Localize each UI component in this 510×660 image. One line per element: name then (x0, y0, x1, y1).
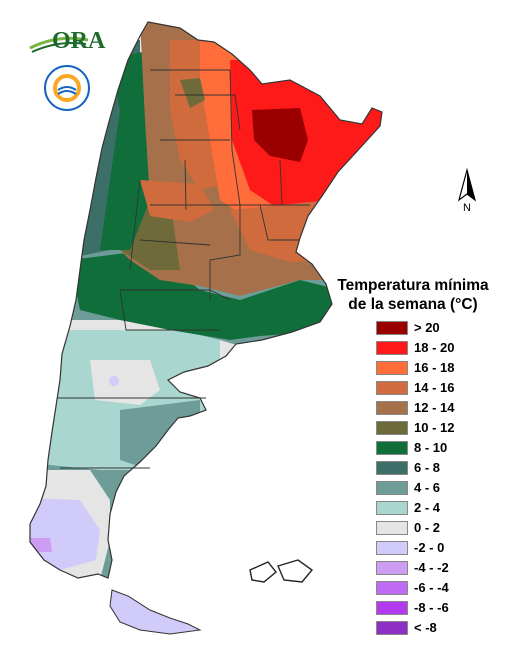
legend-title-line1: Temperatura mínima (337, 277, 489, 294)
legend-item: 2 - 4 (376, 499, 496, 519)
legend-swatch (376, 581, 408, 595)
legend-swatch (376, 521, 408, 535)
legend-item: 12 - 14 (376, 399, 496, 419)
legend-label: 6 - 8 (414, 460, 441, 475)
map-legend: Temperatura mínima de la semana (°C) > 2… (328, 276, 498, 635)
legend-label: 0 - 2 (414, 520, 441, 535)
legend-item: 4 - 6 (376, 479, 496, 499)
legend-swatch (376, 461, 408, 475)
legend-swatch (376, 361, 408, 375)
legend-swatch (376, 381, 408, 395)
ora-logo-text: ORA (52, 28, 106, 54)
legend-rows: > 20 18 - 20 16 - 18 14 - 16 12 - 14 10 - 12 8… (376, 319, 496, 639)
legend-item: 6 - 8 (376, 459, 496, 479)
legend-item: -2 - 0 (376, 539, 496, 559)
tierra-del-fuego (109, 589, 202, 635)
legend-item: 16 - 18 (376, 359, 496, 379)
legend-item: > 20 (376, 319, 496, 339)
malvinas-islands (249, 559, 314, 583)
legend-item: 8 - 10 (376, 439, 496, 459)
legend-label: 14 - 16 (414, 380, 455, 395)
legend-swatch (376, 481, 408, 495)
legend-item: -4 - -2 (376, 559, 496, 579)
north-arrow-icon (457, 168, 477, 202)
legend-swatch (376, 621, 408, 635)
legend-swatch (376, 561, 408, 575)
legend-label: 4 - 6 (414, 480, 441, 495)
legend-item: -8 - -6 (376, 599, 496, 619)
legend-label: -6 - -4 (414, 580, 449, 595)
north-arrow-label: N (463, 202, 471, 214)
ora-logo-icon (29, 36, 89, 53)
legend-swatch (376, 321, 408, 335)
legend-item: 10 - 12 (376, 419, 496, 439)
province-boundaries (58, 69, 310, 469)
legend-label: -4 - -2 (414, 560, 449, 575)
legend-label: > 20 (414, 320, 440, 335)
legend-swatch (376, 401, 408, 415)
legend-item: -6 - -4 (376, 579, 496, 599)
smn-seal-icon (44, 65, 90, 111)
legend-item: 18 - 20 (376, 339, 496, 359)
legend-label: 18 - 20 (414, 340, 455, 355)
legend-label: < -8 (414, 620, 437, 635)
legend-label: 16 - 18 (414, 360, 455, 375)
legend-swatch (376, 421, 408, 435)
legend-label: 2 - 4 (414, 500, 441, 515)
legend-swatch (376, 541, 408, 555)
legend-swatch (376, 501, 408, 515)
legend-label: 8 - 10 (414, 440, 448, 455)
legend-item: 14 - 16 (376, 379, 496, 399)
legend-label: 12 - 14 (414, 400, 455, 415)
legend-swatch (376, 441, 408, 455)
legend-label: -8 - -6 (414, 600, 449, 615)
country-outline (29, 21, 383, 579)
legend-item: 0 - 2 (376, 519, 496, 539)
legend-title-line2: de la semana (°C) (348, 296, 478, 313)
legend-swatch (376, 601, 408, 615)
legend-label: 10 - 12 (414, 420, 455, 435)
legend-swatch (376, 341, 408, 355)
legend-item: < -8 (376, 619, 496, 639)
legend-label: -2 - 0 (414, 540, 445, 555)
